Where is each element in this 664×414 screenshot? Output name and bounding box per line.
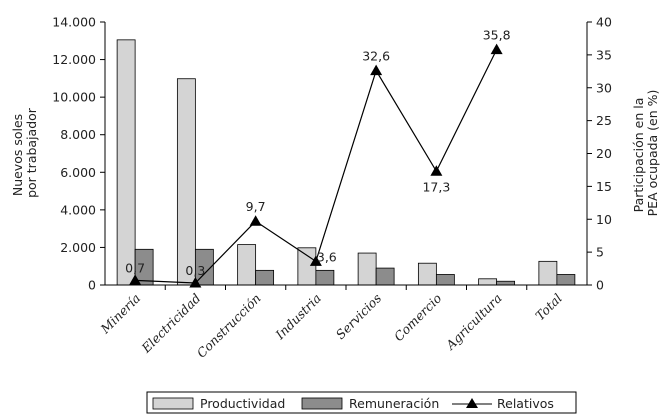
bar-remuneracion [375, 267, 395, 286]
relativos-data-label: 3,6 [317, 249, 337, 264]
y2-tick-label: 5 [596, 245, 604, 260]
relativos-marker [129, 274, 142, 285]
relativos-data-label: 9,7 [246, 199, 266, 214]
x-tick-label: Servicios [333, 291, 385, 343]
legend: Productividad Remuneración Relativos [146, 391, 577, 414]
y-axis-ticks: 0 2.000 4.000 6.000 8.000 10.000 12.000 14.000 [52, 15, 105, 293]
y-tick-label: 12.000 [52, 52, 96, 67]
bar-productividad [116, 39, 136, 286]
legend-marker-relativos [466, 398, 478, 408]
bar-remuneracion [435, 274, 455, 286]
y2-tick-label: 30 [596, 80, 612, 95]
relativos-line: 0,7 0,3 9,7 3,6 32,6 17,3 35,8 [125, 28, 511, 288]
bar-remuneracion [315, 269, 335, 286]
x-tick-label: Electricidad [138, 291, 204, 357]
x-tick-label: Total [532, 291, 565, 324]
bar-remuneracion [556, 274, 576, 286]
bar-productividad [297, 247, 317, 286]
y2-tick-label: 15 [596, 179, 612, 194]
y2-axis-title: Participación en la PEA ocupada (en %) [631, 90, 660, 217]
bar-remuneracion [255, 269, 275, 286]
relativos-data-label: 0,3 [185, 263, 205, 278]
y-axis-title: Nuevos soles por trabajador [10, 107, 39, 198]
x-tick-label: Agricultura [442, 291, 505, 354]
y-tick-label: 10.000 [52, 90, 96, 105]
y2-tick-label: 20 [596, 146, 612, 161]
legend-label-relativos: Relativos [497, 396, 554, 411]
bar-productividad [417, 262, 437, 286]
bar-productividad [478, 278, 498, 286]
x-tick-label: Minería [97, 291, 143, 337]
legend-label-productividad: Productividad [200, 396, 285, 411]
bar-productividad [538, 260, 558, 286]
legend-swatch-remuneracion [301, 397, 343, 410]
y2-tick-label: 25 [596, 113, 612, 128]
y2-tick-label: 35 [596, 47, 612, 62]
bar-productividad [357, 252, 377, 286]
bar-remuneracion [496, 280, 516, 286]
legend-label-remuneracion: Remuneración [349, 396, 439, 411]
y-tick-label: 14.000 [52, 15, 96, 30]
relativos-marker [490, 43, 503, 55]
relativos-marker [309, 255, 322, 266]
y2-tick-label: 0 [596, 278, 604, 293]
legend-swatch-productividad [152, 397, 194, 410]
bars [116, 39, 576, 286]
y-tick-label: 4.000 [60, 202, 96, 217]
relativos-data-label: 17,3 [422, 179, 450, 194]
y-tick-label: 8.000 [60, 127, 96, 142]
y-tick-label: 2.000 [60, 240, 96, 255]
relativos-marker [430, 165, 443, 176]
x-tick-label: Construcción [194, 291, 264, 361]
x-tick-label: Industria [272, 291, 324, 343]
relativos-data-label: 0,7 [125, 260, 145, 275]
y-tick-label: 6.000 [60, 165, 96, 180]
y2-tick-label: 10 [596, 212, 612, 227]
relativos-marker [370, 64, 383, 76]
bar-productividad [176, 78, 196, 286]
relativos-data-label: 32,6 [362, 49, 390, 64]
y2-axis-ticks: 0 5 10 15 20 25 30 35 40 [587, 15, 612, 293]
relativos-marker [249, 215, 262, 226]
y2-tick-label: 40 [596, 15, 612, 30]
y-tick-label: 0 [88, 278, 96, 293]
relativos-data-label: 35,8 [483, 28, 511, 43]
bar-productividad [237, 244, 257, 286]
x-tick-label: Comercio [391, 291, 445, 345]
